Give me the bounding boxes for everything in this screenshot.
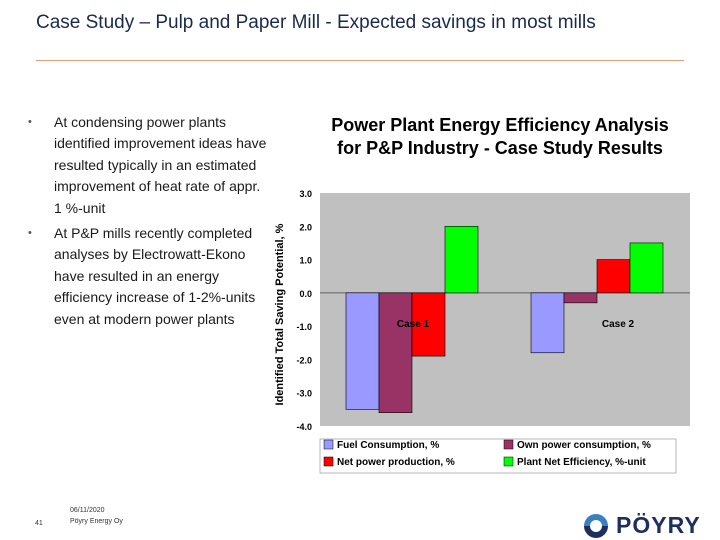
legend-swatch — [503, 456, 514, 467]
footer-company: Pöyry Energy Oy — [70, 518, 123, 525]
legend-label: Plant Net Efficiency, %-unit — [517, 457, 646, 468]
page-title: Case Study – Pulp and Paper Mill - Expec… — [36, 12, 596, 33]
chart-title-line-1: Power Plant Energy Efficiency Analysis — [331, 115, 669, 135]
y-tick-label: 0.0 — [299, 289, 312, 299]
y-tick-label: 3.0 — [299, 189, 312, 199]
bar — [345, 292, 380, 410]
y-tick-label: 1.0 — [299, 256, 312, 266]
title-divider — [36, 60, 684, 61]
footer-date: 06/11/2020 — [70, 507, 105, 514]
bar — [530, 292, 565, 354]
bar-chart: 3.0 2.0 1.0 0.0 -1.0 -2.0 -3.0 -4.0 Identified T… — [274, 189, 690, 474]
bullet-text: At condensing power plants identified im… — [54, 114, 267, 216]
legend-swatch — [323, 439, 334, 450]
bullet-list: • At condensing power plants identified … — [28, 112, 268, 334]
poyry-logo: PÖYRY — [580, 510, 715, 538]
chart-title: Power Plant Energy Efficiency Analysis f… — [290, 114, 710, 160]
bar — [411, 292, 446, 357]
legend-label: Own power consumption, % — [517, 440, 651, 451]
y-tick-label: 2.0 — [299, 222, 312, 232]
y-tick-label: -2.0 — [296, 355, 312, 365]
legend-swatch — [323, 456, 334, 467]
bullet-marker: • — [28, 116, 32, 128]
bar — [563, 292, 598, 304]
y-tick-label: -1.0 — [296, 322, 312, 332]
y-axis-label: Identified Total Saving Potential, % — [274, 223, 286, 405]
chart-title-line-2: for P&P Industry - Case Study Results — [337, 138, 663, 158]
category-label: Case 2 — [602, 319, 635, 330]
footer-info: 06/11/2020 Pöyry Energy Oy — [70, 505, 123, 527]
legend-label: Net power production, % — [337, 457, 455, 468]
bullet-text: At P&P mills recently completed analyses… — [54, 225, 256, 327]
legend-label: Fuel Consumption, % — [337, 440, 439, 451]
bar — [596, 259, 631, 294]
poyry-logo-icon — [584, 514, 608, 538]
bar — [444, 225, 479, 294]
legend-swatch — [503, 439, 514, 450]
bullet-marker: • — [28, 227, 32, 240]
y-tick-label: -3.0 — [296, 389, 312, 399]
bar — [629, 242, 664, 294]
logo-text: PÖYRY — [616, 512, 701, 538]
page-number: 41 — [35, 520, 43, 527]
legend-box — [319, 438, 677, 474]
bar — [378, 292, 413, 413]
category-label: Case 1 — [397, 319, 430, 330]
bullet-item: • At P&P mills recently completed analys… — [28, 223, 268, 330]
bullet-item: • At condensing power plants identified … — [28, 112, 268, 219]
y-tick-label: -4.0 — [296, 422, 312, 432]
